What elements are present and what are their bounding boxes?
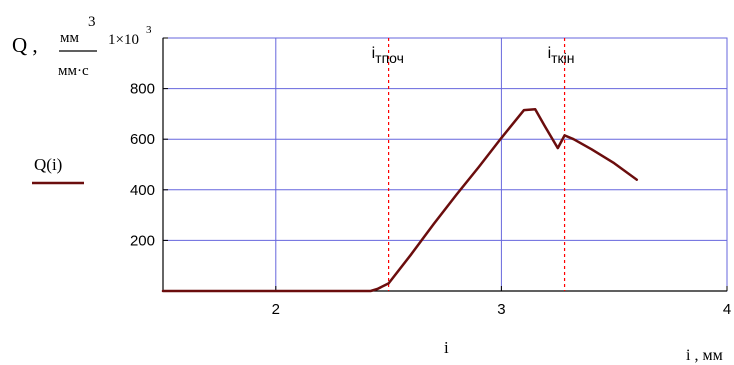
series [161, 108, 639, 293]
marker-label-base: i [372, 45, 376, 62]
marker-lines: iтпоч iткін [372, 38, 575, 291]
plot-frame [162, 37, 728, 292]
y-axis-symbol: Q , [12, 33, 38, 57]
y-tick-label: 800 [130, 81, 155, 98]
y-multiplier-base: 1×10 [108, 32, 139, 48]
y-multiplier-exponent: 3 [146, 24, 152, 36]
marker-label-i_tpoch: iтпоч [372, 45, 404, 66]
x-axis-unit-label: i , мм [686, 347, 723, 364]
series-line-q [161, 108, 639, 293]
y-axis-unit-numerator: мм [60, 30, 79, 46]
y-axis-unit-exponent: 3 [88, 14, 96, 30]
marker-label-sub: ткін [551, 50, 574, 66]
marker-label-sub: тпоч [375, 50, 404, 66]
grid [162, 37, 728, 292]
y-tick-label: 200 [130, 232, 155, 249]
x-tick-label: 2 [272, 301, 280, 318]
marker-label-i_tkin: iткін [548, 45, 575, 66]
x-tick-label: 4 [723, 301, 731, 318]
y-multiplier: 1×10 3 [108, 24, 152, 48]
legend-label: Q(i) [34, 155, 62, 174]
legend: Q(i) [32, 155, 84, 185]
y-tick-label: 600 [130, 131, 155, 148]
y-axis-unit-denominator: мм·с [58, 63, 89, 79]
x-tick-label: 3 [497, 301, 505, 318]
x-axis-var-label: i [444, 338, 449, 357]
tick-labels: 200 400 600 800 2 3 4 [130, 81, 731, 318]
y-tick-label: 400 [130, 182, 155, 199]
marker-label-base: i [548, 45, 552, 62]
axes [162, 37, 728, 292]
y-axis-label: Q , мм 3 мм·с [12, 14, 97, 79]
